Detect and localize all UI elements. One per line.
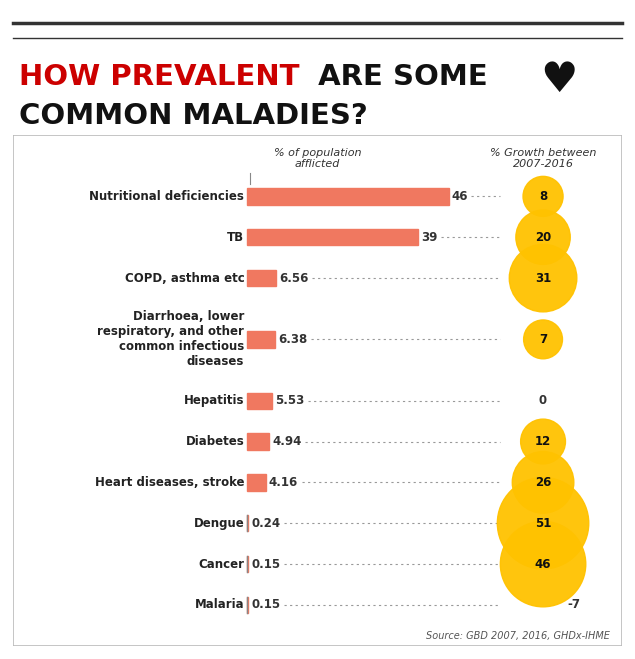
Bar — [248, 474, 265, 490]
Ellipse shape — [500, 521, 585, 607]
Bar — [248, 270, 276, 286]
Text: 31: 31 — [535, 272, 551, 285]
Text: HOW PREVALENT: HOW PREVALENT — [19, 63, 300, 90]
Text: 6.38: 6.38 — [278, 333, 307, 346]
Text: 20: 20 — [535, 231, 551, 244]
Text: Source: GBD 2007, 2016, GHDx-IHME: Source: GBD 2007, 2016, GHDx-IHME — [426, 631, 610, 641]
Text: 8: 8 — [539, 190, 547, 203]
Text: 39: 39 — [421, 231, 438, 244]
Text: TB: TB — [227, 231, 244, 244]
Text: Nutritional deficiencies: Nutritional deficiencies — [90, 190, 244, 203]
Ellipse shape — [516, 210, 570, 264]
Text: 46: 46 — [451, 190, 468, 203]
Text: Dengue: Dengue — [194, 517, 244, 530]
Bar — [248, 331, 276, 347]
Text: % Growth between
2007-2016: % Growth between 2007-2016 — [490, 148, 596, 169]
Text: COMMON MALADIES?: COMMON MALADIES? — [19, 102, 368, 130]
Text: 5.53: 5.53 — [274, 394, 304, 407]
Ellipse shape — [509, 244, 577, 312]
Text: 7: 7 — [539, 333, 547, 346]
Text: Diarrhoea, lower
respiratory, and other
common infectious
diseases: Diarrhoea, lower respiratory, and other … — [98, 310, 244, 368]
Text: 0: 0 — [539, 394, 547, 407]
Text: 12: 12 — [535, 435, 551, 448]
Text: COPD, asthma etc: COPD, asthma etc — [124, 272, 244, 285]
Bar — [248, 188, 448, 204]
Bar — [248, 229, 418, 245]
Text: Malaria: Malaria — [195, 598, 244, 612]
Ellipse shape — [512, 451, 574, 513]
Text: 0.15: 0.15 — [251, 598, 280, 612]
Text: Heart diseases, stroke: Heart diseases, stroke — [95, 476, 244, 489]
Text: Diabetes: Diabetes — [185, 435, 244, 448]
Text: Cancer: Cancer — [198, 558, 244, 571]
Text: Hepatitis: Hepatitis — [184, 394, 244, 407]
Ellipse shape — [523, 177, 563, 216]
Ellipse shape — [524, 320, 563, 358]
Bar — [248, 393, 272, 409]
Text: 4.16: 4.16 — [269, 476, 298, 489]
Text: 6.56: 6.56 — [279, 272, 309, 285]
Text: 26: 26 — [535, 476, 551, 489]
Ellipse shape — [497, 478, 589, 569]
Text: -7: -7 — [567, 598, 580, 612]
Text: ARE SOME: ARE SOME — [308, 63, 488, 90]
Text: ♥: ♥ — [540, 59, 577, 101]
Bar — [248, 434, 269, 449]
Text: 46: 46 — [535, 558, 551, 571]
Text: % of population
afflicted: % of population afflicted — [274, 148, 361, 169]
Text: 0.15: 0.15 — [251, 558, 280, 571]
Text: 4.94: 4.94 — [272, 435, 302, 448]
Ellipse shape — [521, 419, 565, 464]
Text: 51: 51 — [535, 517, 551, 530]
Text: 0.24: 0.24 — [251, 517, 281, 530]
